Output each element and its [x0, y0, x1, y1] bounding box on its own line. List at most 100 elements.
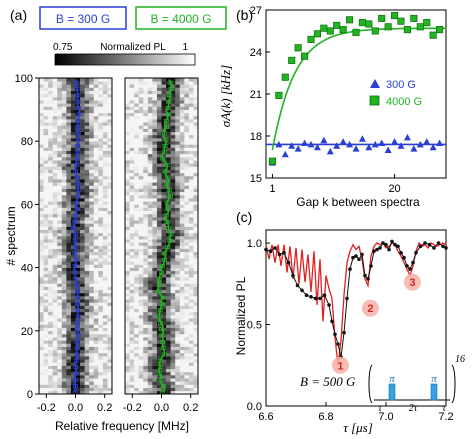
heatmap-cell: [147, 84, 153, 88]
heatmap-cell: [188, 239, 194, 243]
heatmap-cell: [48, 362, 53, 366]
heatmap-cell: [39, 150, 44, 155]
heatmap-cell: [161, 163, 167, 167]
heatmap-cell: [170, 78, 176, 82]
heatmap-x-tick-label: 0.0: [68, 402, 83, 414]
heatmap-cell: [52, 166, 58, 170]
heatmap-cell: [84, 343, 90, 347]
heatmap-cell: [166, 371, 171, 376]
heatmap-cell: [147, 138, 153, 142]
plot-b-point-300g: [339, 138, 347, 145]
heatmap-cell: [48, 356, 53, 360]
heatmap-cell: [39, 302, 44, 306]
trace-point: [75, 143, 81, 148]
heatmap-cell: [61, 96, 67, 101]
heatmap-cell: [52, 90, 58, 95]
heatmap-cell: [39, 109, 44, 114]
heatmap-cell: [184, 270, 190, 275]
heatmap-cell: [143, 327, 149, 332]
heatmap-cell: [179, 352, 185, 357]
heatmap-cell: [134, 226, 139, 230]
heatmap-cell: [107, 141, 113, 145]
heatmap-cell: [102, 236, 108, 240]
heatmap-cell: [102, 324, 108, 328]
heatmap-cell: [93, 172, 99, 177]
heatmap-cell: [147, 362, 153, 366]
plot-c-data-point: [444, 246, 448, 250]
heatmap-cell: [98, 292, 104, 297]
heatmap-cell: [39, 327, 44, 332]
plot-c-data-point: [273, 246, 277, 250]
heatmap-cell: [188, 125, 194, 129]
heatmap-cell: [184, 96, 190, 101]
heatmap-cell: [43, 251, 49, 256]
heatmap-cell: [134, 144, 139, 148]
heatmap-cell: [147, 141, 153, 145]
heatmap-cell: [125, 220, 130, 224]
heatmap-cell: [129, 217, 135, 221]
heatmap-cell: [188, 384, 194, 388]
heatmap-cell: [98, 245, 104, 249]
inset-tau-left: τ: [378, 403, 382, 414]
heatmap-cell: [156, 229, 162, 234]
heatmap-cell: [152, 109, 158, 114]
heatmap-cell: [107, 330, 113, 335]
heatmap-cell: [156, 93, 162, 98]
heatmap-cell: [48, 381, 53, 385]
heatmap-cell: [107, 368, 113, 373]
heatmap-cell: [57, 78, 63, 82]
heatmap-cell: [166, 280, 171, 284]
heatmap-cell: [89, 163, 95, 167]
heatmap-cell: [156, 210, 162, 215]
heatmap-cell: [48, 185, 53, 189]
heatmap-cell: [147, 340, 153, 344]
heatmap-cell: [70, 93, 76, 98]
heatmap-cell: [80, 128, 85, 133]
heatmap-cell: [48, 163, 53, 167]
heatmap-cell: [98, 286, 104, 291]
heatmap-cell: [170, 210, 176, 215]
heatmap-cell: [93, 194, 99, 199]
heatmap-cell: [89, 292, 95, 297]
heatmap-cell: [57, 387, 63, 392]
plot-b-point-4000g: [268, 157, 276, 165]
heatmap-cell: [170, 368, 176, 373]
heatmap-cell: [102, 81, 108, 85]
heatmap-cell: [102, 299, 108, 303]
heatmap-cell: [170, 343, 176, 347]
heatmap-cell: [89, 318, 95, 322]
heatmap-cell: [70, 337, 76, 341]
heatmap-cell: [61, 264, 67, 268]
trace-point: [74, 352, 79, 357]
heatmap-cell: [70, 299, 76, 303]
heatmap-cell: [170, 213, 176, 218]
heatmap-cell: [179, 245, 185, 249]
plot-c-data-point: [393, 242, 397, 247]
heatmap-cell: [80, 166, 85, 170]
heatmap-cell: [43, 172, 49, 177]
heatmap-cell: [107, 242, 113, 246]
heatmap-cell: [138, 96, 144, 101]
plot-b-point-300g: [313, 143, 321, 151]
heatmap-cell: [129, 267, 135, 272]
trace-point: [75, 93, 81, 98]
heatmap-cell: [147, 204, 153, 208]
heatmap-cell: [156, 390, 162, 395]
heatmap-cell: [170, 333, 176, 338]
heatmap-cell: [175, 84, 181, 88]
heatmap-cell: [129, 359, 135, 363]
heatmap-x-axis-label: Relative frequency [MHz]: [55, 419, 189, 433]
heatmap-cell: [175, 150, 181, 155]
heatmap-cell: [193, 147, 199, 151]
heatmap-cell: [61, 236, 67, 240]
plot-c-data-point: [354, 254, 358, 258]
heatmap-cell: [98, 163, 104, 167]
heatmap-cell: [75, 359, 81, 363]
heatmap-cell: [98, 87, 104, 91]
heatmap-cell: [147, 384, 153, 388]
plot-b-point-300g: [288, 142, 296, 149]
heatmap-cell: [70, 387, 76, 392]
heatmap-cell: [134, 378, 139, 382]
heatmap-cell: [184, 131, 190, 136]
heatmap-cell: [193, 248, 199, 253]
